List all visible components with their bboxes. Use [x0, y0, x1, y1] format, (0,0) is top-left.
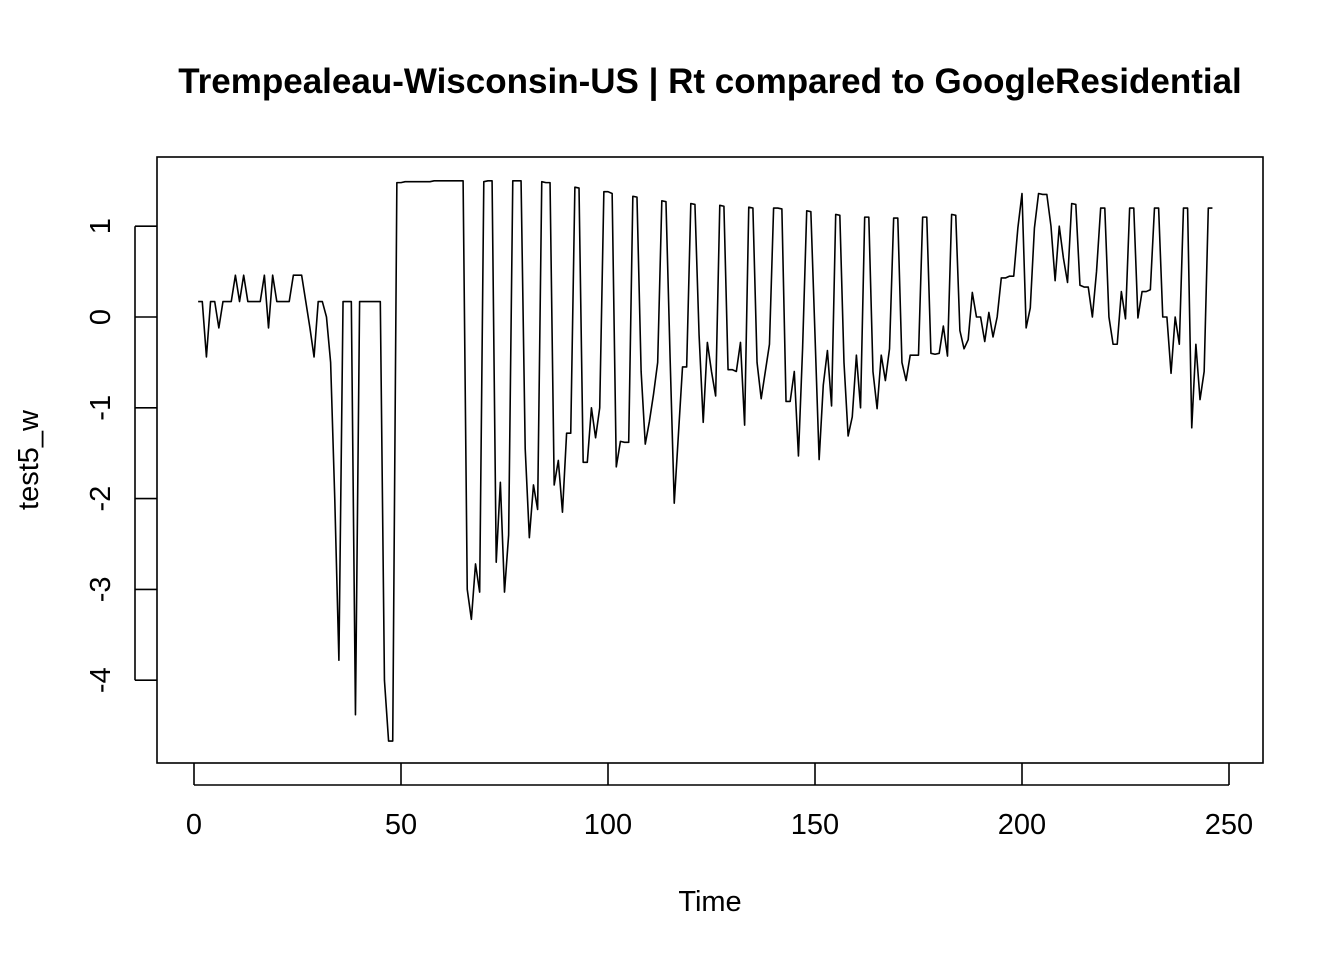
x-tick-label: 0 — [186, 809, 202, 841]
y-tick-label: -1 — [85, 395, 117, 421]
y-axis: -4 -3 -2 -1 0 1 — [85, 218, 157, 693]
x-tick-label: 50 — [385, 809, 417, 841]
y-tick-label: -2 — [85, 486, 117, 512]
x-tick-label: 250 — [1205, 809, 1253, 841]
y-tick-label: -4 — [85, 667, 117, 693]
y-tick-label: 0 — [85, 309, 117, 325]
y-axis-label: test5_w — [13, 409, 45, 510]
x-axis: 0 50 100 150 200 250 — [186, 763, 1253, 841]
plot-frame — [156, 156, 1264, 764]
chart-title: Trempealeau-Wisconsin-US | Rt compared t… — [178, 62, 1242, 101]
x-tick-label: 150 — [791, 809, 839, 841]
x-tick-label: 100 — [584, 809, 632, 841]
x-tick-label: 200 — [998, 809, 1046, 841]
x-axis-label: Time — [678, 886, 741, 918]
y-tick-label: 1 — [85, 218, 117, 234]
y-tick-label: -3 — [85, 577, 117, 603]
series-line — [198, 180, 1213, 742]
